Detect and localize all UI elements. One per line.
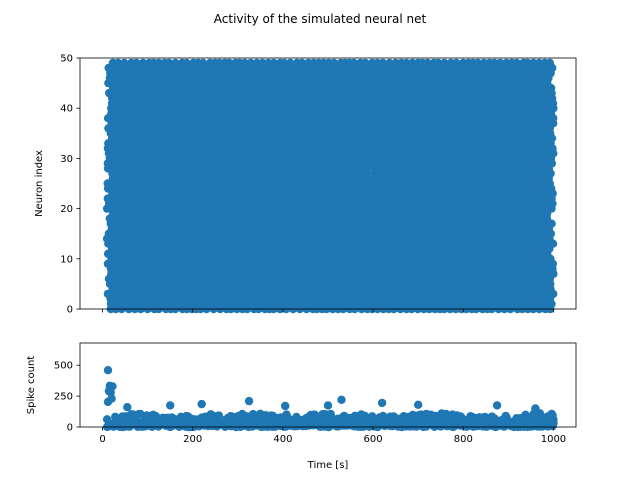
y-tick-label: 250 [54, 392, 73, 403]
raster-spike [246, 58, 255, 68]
raster-spike [402, 58, 411, 68]
raster-points [102, 58, 558, 314]
count-panel: 0 200 400 600 800 1000 0 250 500 Spike count Ti… [26, 342, 577, 471]
raster-spike [473, 58, 483, 68]
count-point [107, 394, 116, 403]
count-x-label: Time [s] [307, 460, 349, 471]
raster-spike [280, 58, 289, 68]
raster-spike [329, 58, 339, 68]
raster-spike [378, 58, 387, 68]
raster-spike [182, 58, 191, 68]
raster-y-ticks: 0 10 20 30 40 50 [60, 54, 80, 316]
y-tick-label: 50 [60, 54, 73, 65]
y-tick-label: 30 [60, 154, 73, 165]
raster-spike [385, 58, 394, 68]
raster-spike [297, 58, 307, 68]
x-tick-label: 0 [99, 434, 105, 445]
x-tick-label: 600 [364, 434, 383, 445]
raster-spike [423, 58, 432, 68]
count-peak-point [197, 399, 206, 409]
x-tick-label: 200 [183, 434, 202, 445]
raster-spike [361, 58, 370, 68]
count-peak-point [337, 395, 346, 404]
raster-spike [171, 58, 180, 68]
count-point [108, 382, 117, 391]
y-tick-label: 10 [60, 254, 73, 265]
count-peak-point [281, 401, 290, 411]
y-tick-label: 40 [60, 104, 73, 115]
raster-panel: 0 10 20 30 40 50 Neuron index [34, 54, 577, 316]
raster-spike [225, 58, 234, 68]
count-frame [79, 342, 577, 428]
x-tick-label: 800 [454, 434, 473, 445]
raster-spike [258, 58, 267, 68]
count-peak-point [103, 366, 113, 375]
raster-spike [545, 58, 554, 68]
count-x-ticks: 0 200 400 600 800 1000 [99, 427, 566, 445]
count-peak-point [123, 403, 132, 412]
y-tick-label: 500 [54, 361, 73, 372]
figure-title: Activity of the simulated neural net [214, 12, 427, 26]
raster-frame [79, 57, 577, 310]
raster-spike [349, 58, 359, 68]
raster-spike [113, 58, 123, 68]
raster-spike [286, 58, 295, 68]
count-point [549, 419, 558, 428]
raster-spike [496, 58, 505, 68]
raster-spike [132, 58, 141, 68]
count-peak-point [244, 396, 254, 406]
y-tick-label: 0 [67, 305, 73, 316]
raster-spike [198, 58, 208, 68]
count-peak-point [166, 401, 175, 410]
raster-y-label: Neuron index [34, 150, 45, 217]
raster-spike [490, 58, 499, 68]
count-y-ticks: 0 250 500 [54, 361, 80, 434]
raster-x-ticks [102, 309, 554, 313]
raster-spike [523, 58, 532, 68]
count-y-label: Spike count [26, 356, 37, 415]
count-peak-point [531, 404, 540, 413]
raster-spike [103, 179, 112, 188]
count-points [102, 366, 558, 432]
x-tick-label: 400 [273, 434, 292, 445]
raster-spike [138, 58, 148, 68]
raster-spike [269, 58, 278, 68]
raster-spike [164, 58, 174, 68]
y-tick-label: 0 [67, 423, 73, 434]
raster-spike [240, 58, 249, 68]
raster-spike [440, 58, 449, 68]
count-peak-point [377, 398, 387, 408]
raster-spike [452, 58, 461, 68]
y-tick-label: 20 [60, 204, 73, 215]
count-peak-point [492, 401, 502, 410]
raster-spike [512, 58, 521, 68]
count-peak-point [414, 400, 423, 409]
raster-spike [120, 58, 129, 68]
count-peak-point [323, 401, 333, 410]
raster-spike [434, 58, 443, 68]
x-tick-label: 1000 [541, 434, 566, 445]
